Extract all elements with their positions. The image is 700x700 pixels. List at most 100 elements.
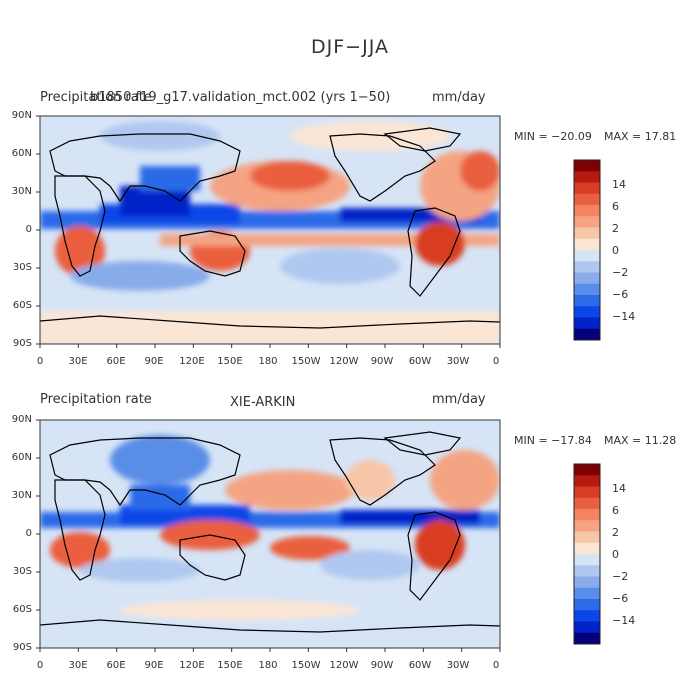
lon-tick: 30W xyxy=(446,356,470,367)
colorbar-swatch xyxy=(574,509,600,521)
colorbar-tick: −6 xyxy=(612,592,629,605)
colorbar-frame xyxy=(573,159,601,341)
coastlines xyxy=(40,431,500,633)
colorbar-swatch xyxy=(574,328,600,341)
lon-tick: 60E xyxy=(106,660,126,671)
colorbar-swatch xyxy=(574,497,600,510)
lon-tick: 180 xyxy=(258,660,278,671)
lon-tick: 90E xyxy=(144,660,164,671)
lat-tick: 0 xyxy=(25,528,32,539)
colorbar-frame xyxy=(573,463,601,645)
colorbar-tick: 6 xyxy=(612,200,619,213)
panel-units: mm/day xyxy=(432,90,486,105)
colorbar-swatch xyxy=(574,632,600,645)
colorbar-swatch xyxy=(574,486,600,499)
max-label: MAX = 17.81 xyxy=(604,130,677,143)
colorbar-swatch xyxy=(574,475,600,487)
lon-tick: 150E xyxy=(217,356,243,367)
colorbar-swatch xyxy=(574,599,600,611)
lat-tick: 60S xyxy=(12,604,32,615)
colorbar-swatch xyxy=(574,205,600,217)
colorbar-swatch xyxy=(574,171,600,183)
lat-tick: 60N xyxy=(11,452,32,463)
lon-tick: 120W xyxy=(329,356,359,367)
colorbar-swatch xyxy=(574,554,600,566)
colorbar-tick: 2 xyxy=(612,222,619,235)
lat-tick: 30N xyxy=(11,490,32,501)
lat-tick: 90N xyxy=(11,110,32,121)
lat-tick: 60N xyxy=(11,148,32,159)
colorbar-swatch xyxy=(574,238,600,251)
colorbar-swatch xyxy=(574,464,600,476)
lon-tick: 120E xyxy=(179,660,205,671)
lon-tick: 150W xyxy=(291,356,321,367)
colorbar-tick: 0 xyxy=(612,548,619,561)
lat-tick: 60S xyxy=(12,300,32,311)
colorbar-tick: −14 xyxy=(612,614,636,627)
colorbar-swatch xyxy=(574,227,600,240)
colorbar-swatch xyxy=(574,160,600,172)
precip-field xyxy=(40,121,500,344)
colorbar-swatch xyxy=(574,250,600,262)
lat-tick: 90S xyxy=(12,338,32,349)
colorbar-swatch xyxy=(574,182,600,195)
lat-tick: 0 xyxy=(25,224,32,235)
map-plot xyxy=(36,419,501,652)
lon-tick: 30E xyxy=(68,356,88,367)
colorbar-swatch xyxy=(574,610,600,622)
min-label: MIN = −17.84 xyxy=(514,434,592,447)
colorbar-swatch xyxy=(574,261,600,273)
tick-marks xyxy=(36,419,501,652)
colorbar-swatch xyxy=(574,531,600,544)
min-label: MIN = −20.09 xyxy=(514,130,592,143)
colorbar-swatch xyxy=(574,621,600,634)
colorbar-tick: −2 xyxy=(612,570,629,583)
colorbar-swatch xyxy=(574,317,600,330)
colorbar-swatch xyxy=(574,295,600,307)
map-plot xyxy=(36,115,501,348)
lon-tick: 90W xyxy=(370,660,394,671)
panel-center-label: XIE-ARKIN xyxy=(230,395,296,410)
lon-tick: 90W xyxy=(370,356,394,367)
lon-tick: 0 xyxy=(492,660,500,671)
lon-tick: 150E xyxy=(217,660,243,671)
lon-tick: 30W xyxy=(446,660,470,671)
colorbar-tick: 0 xyxy=(612,244,619,257)
colorbar-swatch xyxy=(574,283,600,296)
colorbar-swatch xyxy=(574,587,600,600)
max-label: MAX = 11.28 xyxy=(604,434,677,447)
panel-left-label: Precipitation rate xyxy=(40,90,152,105)
colorbar xyxy=(573,159,601,341)
lon-tick: 0 xyxy=(492,356,500,367)
lon-tick: 0 xyxy=(36,660,44,671)
colorbar xyxy=(573,463,601,645)
lon-tick: 90E xyxy=(144,356,164,367)
panel-left-label: Precipitation rate xyxy=(40,392,152,407)
lat-tick: 90S xyxy=(12,642,32,653)
lat-tick: 90N xyxy=(11,414,32,425)
lon-tick: 30E xyxy=(68,660,88,671)
lat-tick: 30N xyxy=(11,186,32,197)
colorbar-swatch xyxy=(574,193,600,206)
lon-tick: 60W xyxy=(408,356,432,367)
lon-tick: 120W xyxy=(329,660,359,671)
colorbar-tick: −2 xyxy=(612,266,629,279)
colorbar-swatch xyxy=(574,520,600,532)
colorbar-tick: −14 xyxy=(612,310,636,323)
colorbar-swatch xyxy=(574,576,600,589)
figure-title: DJF−JJA xyxy=(311,36,389,58)
coastlines xyxy=(40,127,500,329)
colorbar-tick: 14 xyxy=(612,482,626,495)
panel-units: mm/day xyxy=(432,392,486,407)
colorbar-swatch xyxy=(574,542,600,555)
lon-tick: 180 xyxy=(258,356,278,367)
tick-marks xyxy=(36,115,501,348)
lon-tick: 150W xyxy=(291,660,321,671)
colorbar-swatch xyxy=(574,272,600,285)
lon-tick: 60W xyxy=(408,660,432,671)
lat-tick: 30S xyxy=(12,566,32,577)
precip-field xyxy=(40,435,500,648)
colorbar-tick: 2 xyxy=(612,526,619,539)
lon-tick: 120E xyxy=(179,356,205,367)
lat-tick: 30S xyxy=(12,262,32,273)
